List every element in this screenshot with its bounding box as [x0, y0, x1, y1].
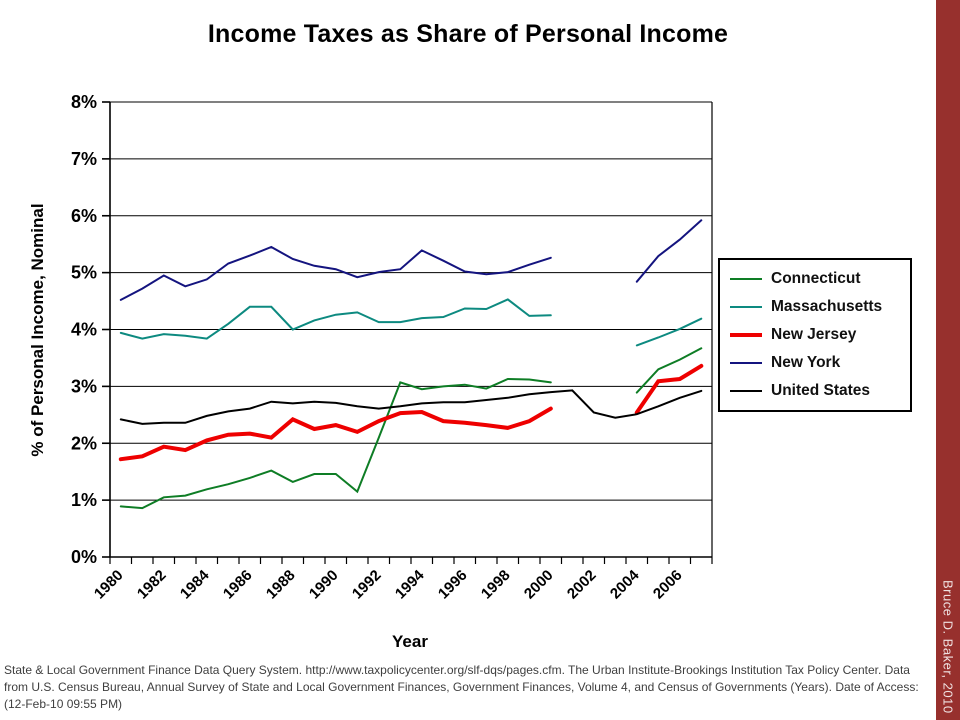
chart-legend: Connecticut Massachusetts New Jersey New Yo…: [718, 258, 912, 412]
legend-item-massachusetts: Massachusetts: [730, 295, 902, 319]
series-line-massachusetts: [635, 317, 703, 347]
legend-label: United States: [771, 382, 871, 399]
legend-label: New Jersey: [771, 326, 857, 343]
x-axis-tick-label: 1998: [478, 567, 514, 603]
y-axis-tick-label: 4%: [71, 320, 97, 340]
series-line-connecticut: [635, 347, 703, 394]
series-line-connecticut: [119, 377, 552, 510]
legend-label: New York: [771, 354, 841, 371]
y-axis-tick-label: 0%: [71, 547, 97, 567]
credit-strip: Bruce D. Baker, 2010: [936, 0, 960, 720]
series-line-united-states: [119, 389, 703, 425]
x-axis-tick-label: 2000: [521, 567, 557, 603]
x-axis-tick-label: 1996: [435, 567, 471, 603]
x-axis-tick-label: 1986: [220, 567, 256, 603]
series-line-new-jersey: [634, 363, 704, 415]
y-axis-tick-label: 2%: [71, 433, 97, 453]
y-axis-title: % of Personal Income, Nominal: [28, 203, 47, 457]
x-axis-tick-label: 1992: [349, 567, 385, 603]
y-axis-tick-label: 7%: [71, 149, 97, 169]
series-line-new-york: [635, 219, 703, 283]
y-axis-tick-label: 8%: [71, 92, 97, 112]
x-axis-tick-label: 1982: [134, 567, 170, 603]
series-line-new-york: [119, 245, 552, 301]
legend-swatch-new-jersey: [730, 333, 762, 337]
legend-swatch-new-york: [730, 362, 762, 364]
legend-label: Connecticut: [771, 270, 861, 287]
x-axis-tick-label: 1990: [306, 567, 342, 603]
credit-text: Bruce D. Baker, 2010: [940, 580, 956, 714]
x-axis-title: Year: [392, 632, 428, 651]
x-axis-tick-label: 2006: [650, 567, 686, 603]
legend-swatch-united-states: [730, 390, 762, 392]
series-line-new-jersey: [118, 406, 553, 462]
legend-item-united-states: United States: [730, 379, 902, 403]
y-axis-tick-label: 3%: [71, 376, 97, 396]
x-axis-tick-label: 1994: [392, 566, 428, 602]
legend-swatch-connecticut: [730, 278, 762, 280]
x-axis-tick-label: 2002: [564, 567, 600, 603]
legend-item-connecticut: Connecticut: [730, 267, 902, 291]
x-axis-tick-label: 1988: [263, 567, 299, 603]
x-axis-tick-label: 1984: [177, 566, 213, 602]
y-axis-tick-label: 1%: [71, 490, 97, 510]
x-axis-tick-label: 1980: [91, 567, 127, 603]
x-axis-tick-label: 2004: [607, 566, 643, 602]
series-line-massachusetts: [119, 298, 552, 340]
legend-swatch-massachusetts: [730, 306, 762, 308]
legend-item-new-york: New York: [730, 351, 902, 375]
legend-item-new-jersey: New Jersey: [730, 323, 902, 347]
y-axis-tick-label: 5%: [71, 263, 97, 283]
y-axis-tick-label: 6%: [71, 206, 97, 226]
chart-title: Income Taxes as Share of Personal Income: [207, 20, 729, 48]
source-citation: State & Local Government Finance Data Qu…: [4, 663, 919, 712]
legend-label: Massachusetts: [771, 298, 883, 315]
